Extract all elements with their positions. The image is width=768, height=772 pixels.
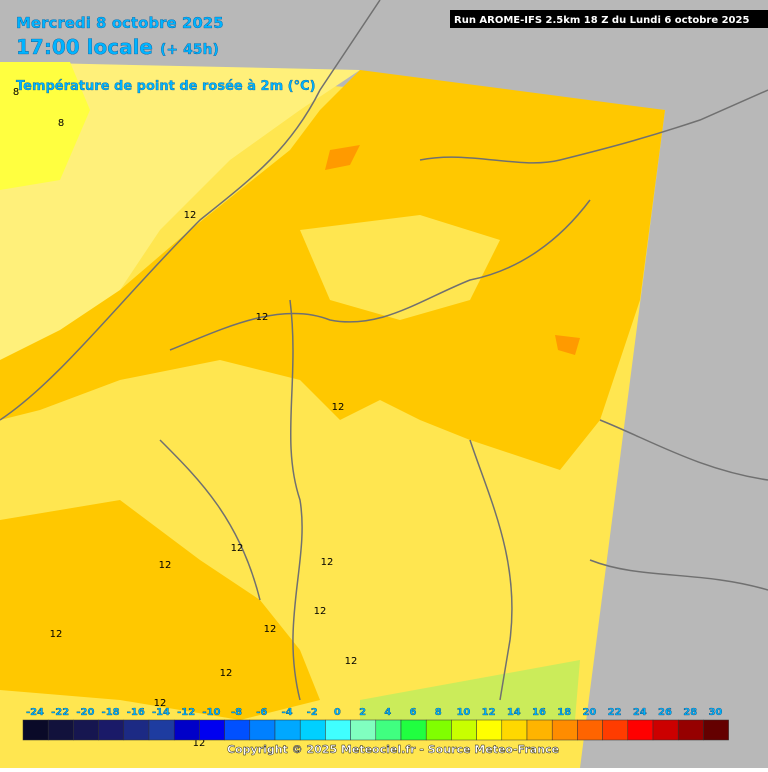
legend-swatch	[173, 719, 200, 741]
legend-label: -4	[281, 707, 292, 718]
contour-label: 12	[50, 629, 63, 640]
legend-swatch	[47, 719, 74, 741]
legend-swatch	[526, 719, 553, 741]
legend-swatch	[501, 719, 528, 741]
run-box	[450, 10, 768, 28]
contour-label: 12	[159, 560, 172, 571]
legend-label: 10	[456, 707, 470, 718]
legend-swatch	[602, 719, 629, 741]
legend-swatch	[123, 719, 150, 741]
legend-swatch	[22, 719, 49, 741]
legend-label: 6	[410, 707, 417, 718]
warm-zone	[0, 500, 320, 720]
green-zone	[360, 660, 580, 720]
legend-swatch	[425, 719, 452, 741]
legend-label: -18	[102, 707, 120, 718]
legend-swatch	[652, 719, 679, 741]
contour-label: 12	[193, 738, 206, 749]
legend-label: -2	[307, 707, 318, 718]
legend-label: 4	[384, 707, 391, 718]
legend-swatch	[627, 719, 654, 741]
legend-label: 26	[658, 707, 672, 718]
legend-swatch	[703, 719, 729, 741]
legend-swatch	[476, 719, 503, 741]
legend-label: 8	[435, 707, 442, 718]
contour-label: 12	[264, 624, 277, 635]
contour-label: 12	[314, 606, 327, 617]
borders	[0, 0, 768, 701]
contour-label: 12	[184, 210, 197, 221]
legend-swatch	[98, 719, 125, 741]
contour-label: 12	[332, 402, 345, 413]
legend-label: -8	[231, 707, 242, 718]
legend-swatch	[677, 719, 704, 741]
legend-label: -10	[202, 707, 220, 718]
legend-label: 28	[683, 707, 697, 718]
legend-swatch	[400, 719, 427, 741]
time: 17:00 locale	[16, 35, 153, 59]
legend-label: 20	[582, 707, 596, 718]
legend-label: -20	[76, 707, 94, 718]
legend-label: -12	[177, 707, 195, 718]
legend-swatch	[350, 719, 377, 741]
legend-label: 12	[482, 707, 496, 718]
legend-swatch	[551, 719, 578, 741]
contour-label: 12	[154, 698, 167, 709]
legend-swatch	[199, 719, 225, 741]
legend-label: 18	[557, 707, 571, 718]
lead-time: (+ 45h)	[160, 42, 219, 58]
contour-label: 12	[345, 656, 358, 667]
contour-label: 12	[256, 312, 269, 323]
contour-labels: 8 8 12 12 12 12 12 12 12 12 12 12 12 12 12	[13, 87, 358, 749]
legend-swatch	[148, 719, 175, 741]
light-zone	[0, 62, 90, 190]
legend-label: 16	[532, 707, 546, 718]
contour-label: 8	[13, 87, 19, 98]
copyright: Copyright © 2025 Meteociel.fr - Source M…	[227, 743, 559, 756]
contour-label: 12	[220, 668, 233, 679]
legend-swatch	[274, 719, 301, 741]
legend-swatch	[375, 719, 402, 741]
legend-label: 22	[608, 707, 622, 718]
legend-swatch	[577, 719, 603, 741]
light-zone	[300, 215, 500, 320]
parameter: Température de point de rosée à 2m (°C)	[16, 79, 316, 94]
legend-label: -24	[26, 707, 44, 718]
legend-label: -22	[51, 707, 69, 718]
legend-label: 30	[708, 707, 722, 718]
legend-label: -14	[152, 707, 170, 718]
legend-swatch	[73, 719, 99, 741]
hot-spot	[555, 335, 580, 355]
contour-label: 12	[231, 543, 244, 554]
legend-label: 2	[359, 707, 366, 718]
hot-spot	[325, 145, 360, 170]
legend-label: -6	[256, 707, 267, 718]
legend-swatch	[249, 719, 276, 741]
legend-label: 14	[507, 707, 521, 718]
legend-swatch	[325, 719, 351, 741]
run-info: Run AROME-IFS 2.5km 18 Z du Lundi 6 octo…	[454, 15, 749, 26]
legend-swatch	[451, 719, 477, 741]
legend-label: 24	[633, 707, 647, 718]
date: Mercredi 8 octobre 2025	[16, 14, 224, 32]
contour-label: 12	[321, 557, 334, 568]
legend-swatch	[299, 719, 326, 741]
contour-label: 8	[58, 118, 64, 129]
legend-swatch	[224, 719, 251, 741]
legend-label: -16	[127, 707, 145, 718]
legend-label: 0	[334, 707, 341, 718]
legend: -24 -22 -20 -18 -16 -14 -12 -10 -8 -6 -4 -2 0 2 4 6 8 10 1…	[22, 707, 729, 741]
